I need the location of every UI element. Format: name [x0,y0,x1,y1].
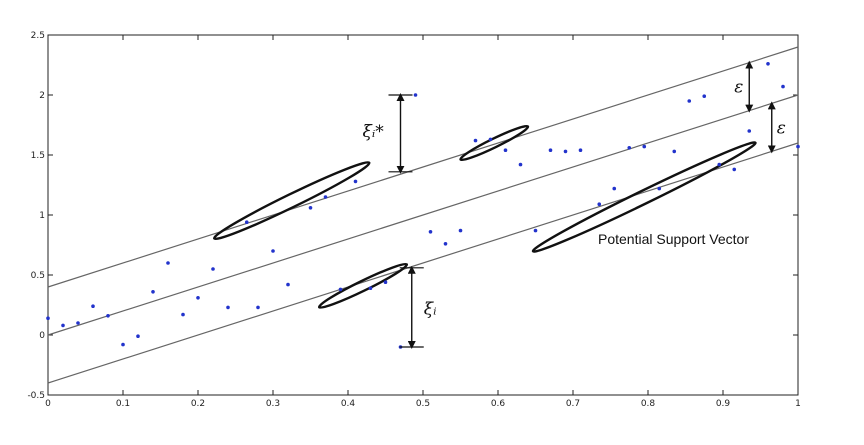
x-tick-label: 0.3 [266,399,280,409]
xi-label: ξᵢ [424,300,437,320]
x-tick-label: 0.5 [416,399,430,409]
data-point [687,99,692,103]
regression-lines [47,46,799,384]
data-point [91,304,95,309]
data-point [353,179,358,184]
highlight-ellipse [212,161,371,241]
x-tick-label: 0.9 [716,399,731,409]
data-point [338,287,343,292]
data-point [413,93,418,97]
x-tick-label: 0.1 [116,399,130,409]
data-point [76,321,80,325]
data-point [612,186,617,191]
data-point [368,286,373,291]
data-point [503,148,508,152]
data-point [106,314,110,318]
data-point [244,220,249,224]
data-point [702,94,707,98]
x-tick-label: 0.7 [566,399,580,409]
data-point [256,305,260,310]
regression-line-upper [47,46,799,288]
ellipse-highlights [212,124,757,309]
data-point [271,249,275,253]
data-point [548,148,553,152]
highlight-ellipse [531,141,757,253]
y-tick-label: 2.5 [31,31,45,41]
data-point [518,162,523,167]
data-point [383,280,388,285]
data-point [533,228,538,233]
data-point [428,230,433,234]
x-tick-label: 0.8 [641,399,656,409]
epsilon-upper-label: ε [734,78,743,98]
y-tick-label: 2 [39,91,45,101]
data-point [627,146,632,150]
data-point [597,202,602,206]
data-point [211,267,215,271]
data-point [672,149,677,154]
data-point [226,305,230,310]
data-point [443,242,448,246]
y-tick-label: 1 [39,211,45,221]
data-point [717,162,722,167]
data-point [766,62,770,66]
data-point [181,312,185,317]
data-point [732,167,737,172]
data-point [46,316,50,321]
xi-star-label: ξᵢ* [363,122,385,142]
y-tick-label: 0 [39,331,45,341]
x-tick-label: 0.6 [491,399,506,409]
data-point [166,261,170,265]
epsilon-lower-label: ε [777,118,786,138]
data-point [196,296,200,300]
data-points [46,62,800,349]
data-point [286,282,290,287]
data-point [323,195,328,199]
regression-line-lower [47,142,799,384]
data-point [308,206,313,210]
data-point [488,137,493,142]
x-tick-label: 0.4 [341,399,356,409]
data-point [151,290,155,294]
data-point [578,148,583,152]
data-point [473,138,478,143]
data-point [781,84,785,89]
data-point [796,144,800,149]
data-point [642,144,647,149]
data-point [61,323,65,328]
regression-line-center [47,94,799,336]
data-point [563,149,568,154]
axis-ticks: 0 0.1 0.2 0.3 0.4 0.5 0.6 0.7 0.8 0.9 1-0.500.511.… [27,31,800,409]
data-point [458,228,463,233]
data-point [657,186,662,191]
data-point [121,342,125,347]
x-tick-label: 0.2 [191,399,205,409]
data-point [747,129,752,133]
highlight-ellipse [459,124,530,162]
data-point [136,334,140,339]
y-tick-label: 1.5 [31,151,45,161]
highlight-ellipse [317,262,409,309]
support-vector-label: Potential Support Vector [598,231,749,247]
x-tick-label: 0 [45,399,51,409]
y-tick-label: -0.5 [27,391,45,401]
x-tick-label: 1 [795,399,801,409]
annotations: Potential Support Vector ξᵢ* ξᵢ ε ε [363,60,786,349]
y-tick-label: 0.5 [31,271,45,281]
